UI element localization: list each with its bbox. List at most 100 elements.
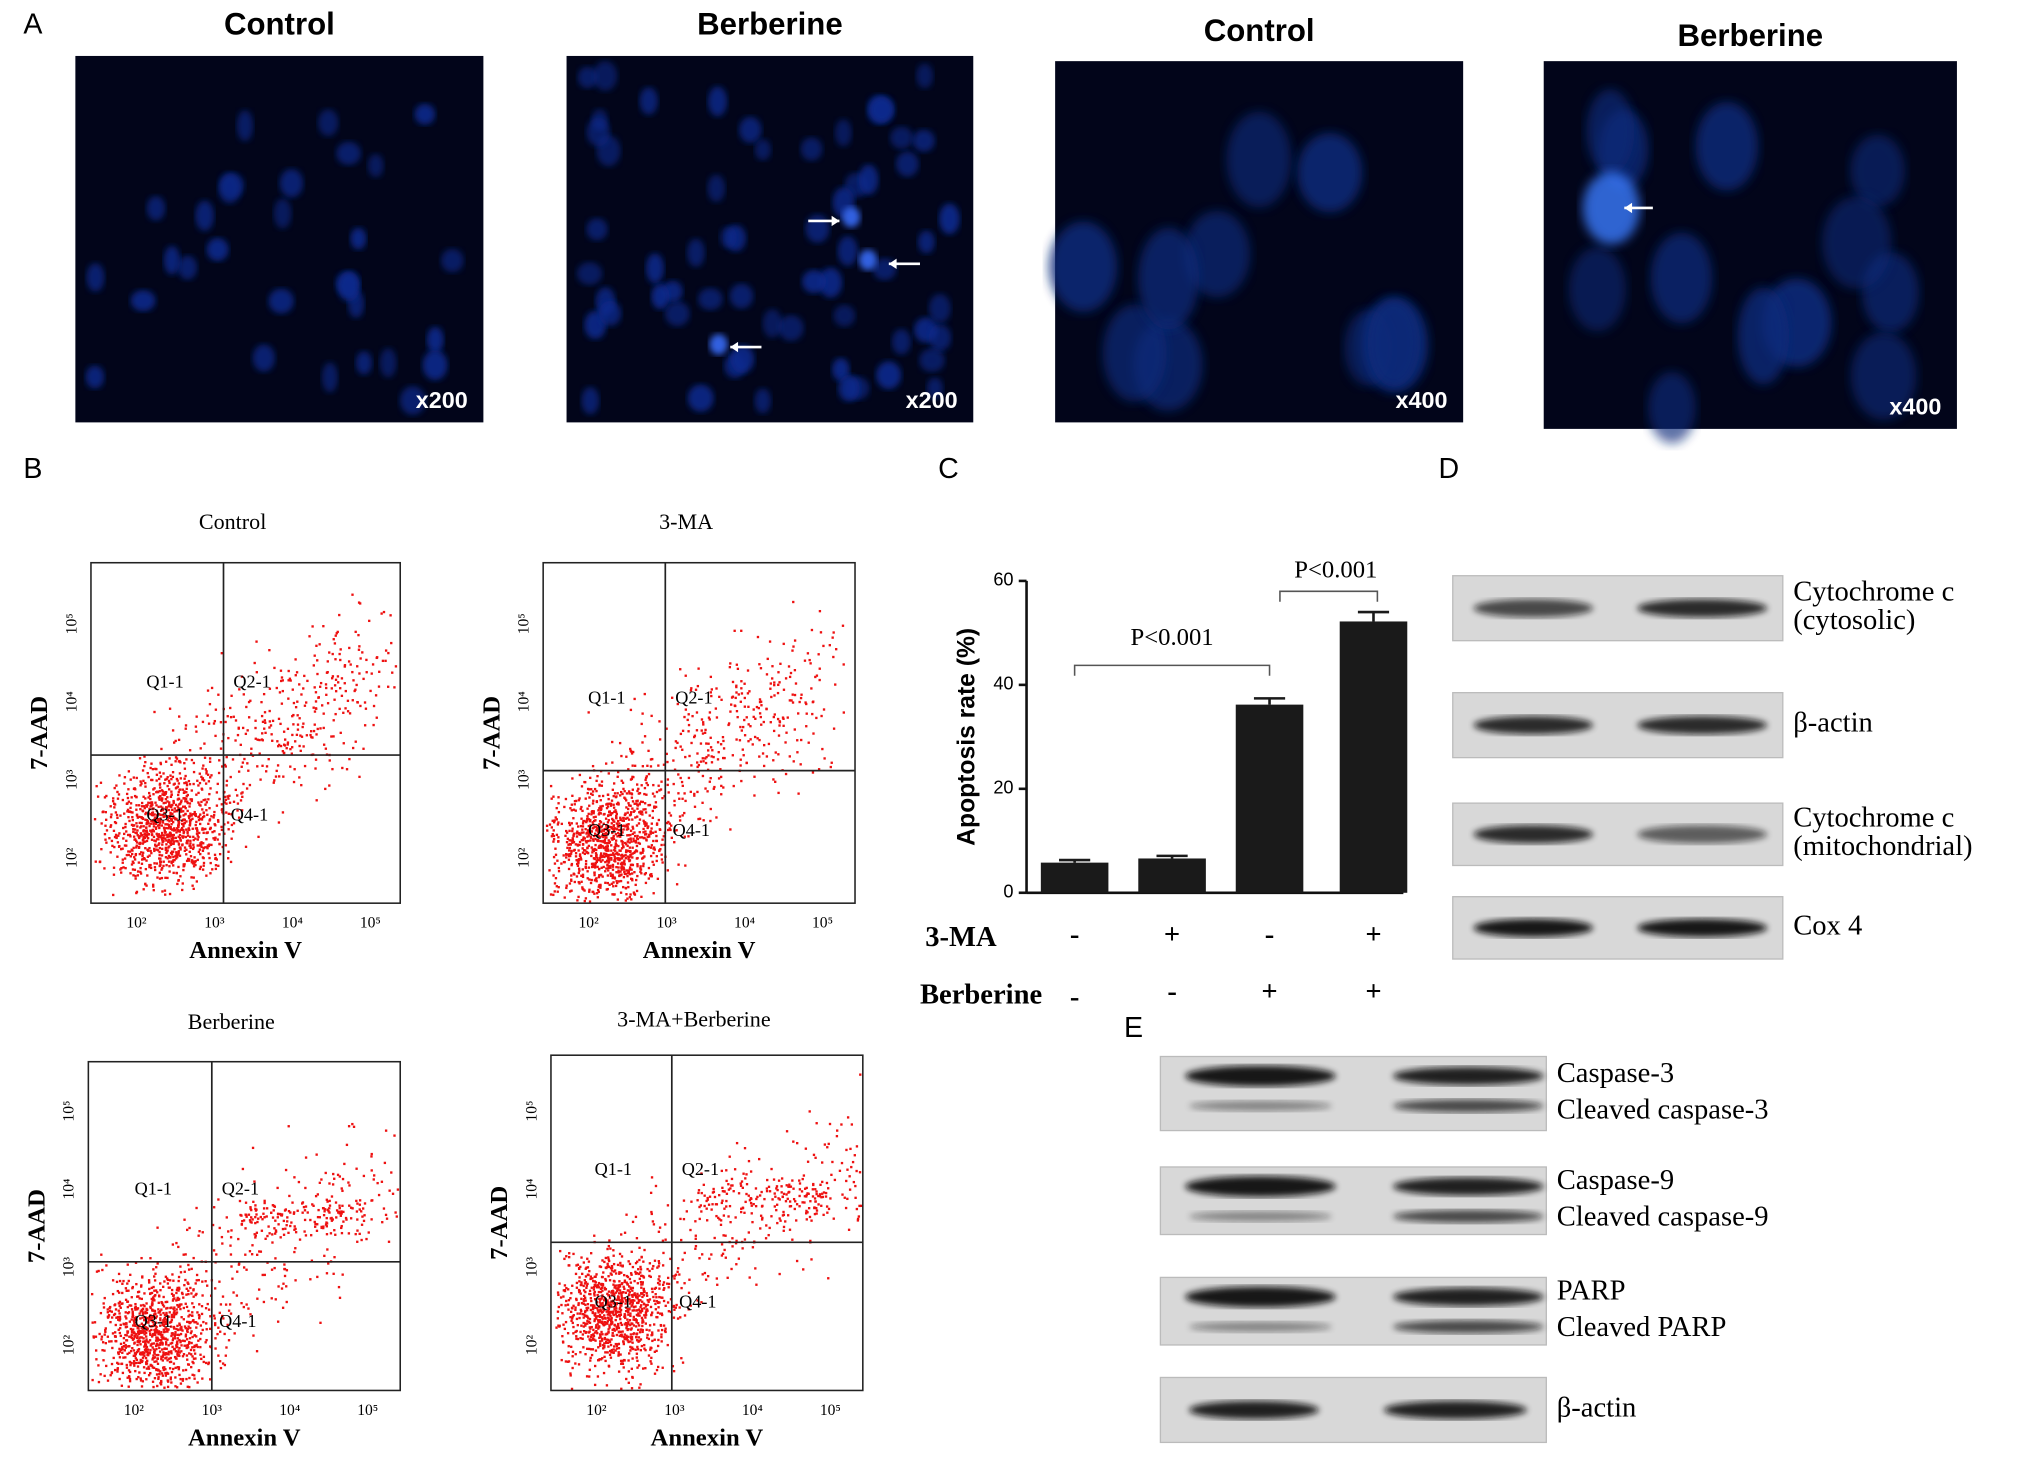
- event-dot: [192, 838, 195, 842]
- event-dot: [247, 1213, 251, 1216]
- event-dot: [101, 1349, 104, 1352]
- event-dot: [157, 1311, 160, 1314]
- event-dot: [593, 879, 597, 882]
- event-dot: [758, 663, 761, 666]
- event-dot: [722, 786, 725, 789]
- event-dot: [338, 1296, 342, 1299]
- event-dot: [255, 1208, 258, 1211]
- event-dot: [125, 830, 128, 833]
- event-dot: [117, 1272, 121, 1276]
- event-dot: [145, 1307, 148, 1311]
- event-dot: [585, 832, 588, 835]
- event-dot: [591, 1338, 594, 1341]
- event-dot: [189, 812, 192, 815]
- event-dot: [276, 740, 279, 743]
- event-dot: [758, 698, 762, 701]
- event-dot: [98, 860, 102, 863]
- event-dot: [309, 730, 313, 733]
- event-dot: [177, 1354, 180, 1357]
- event-dot: [661, 861, 664, 864]
- event-dot: [598, 825, 601, 829]
- event-dot: [662, 1288, 665, 1292]
- event-dot: [105, 1264, 108, 1267]
- event-dot: [218, 852, 222, 856]
- event-dot: [191, 1355, 194, 1358]
- event-dot: [275, 686, 278, 690]
- event-dot: [224, 720, 227, 724]
- event-dot: [605, 1332, 608, 1335]
- event-dot: [103, 867, 106, 870]
- event-dot: [598, 1265, 601, 1268]
- event-dot: [167, 846, 170, 849]
- event-dot: [140, 862, 144, 865]
- event-dot: [676, 1281, 679, 1284]
- event-dot: [166, 818, 169, 822]
- event-dot: [631, 1346, 634, 1349]
- event-dot: [224, 1303, 228, 1306]
- event-dot: [648, 1274, 651, 1278]
- event-dot: [266, 1234, 269, 1238]
- event-dot: [577, 871, 580, 875]
- event-dot: [148, 1352, 151, 1355]
- event-dot: [147, 1367, 151, 1370]
- event-dot: [242, 693, 245, 696]
- event-dot: [656, 877, 660, 880]
- event-dot: [599, 873, 603, 877]
- event-dot: [596, 865, 599, 869]
- event-dot: [289, 747, 292, 751]
- event-dot: [616, 898, 620, 901]
- event-dot: [571, 1366, 574, 1370]
- event-dot: [703, 731, 707, 734]
- event-dot: [170, 793, 173, 796]
- event-dot: [152, 830, 156, 833]
- nucleus: [586, 117, 610, 147]
- event-dot: [190, 1267, 193, 1271]
- event-dot: [636, 1297, 639, 1300]
- event-dot: [158, 795, 162, 798]
- event-dot: [139, 1360, 143, 1363]
- event-dot: [627, 802, 630, 805]
- event-dot: [170, 790, 173, 793]
- event-dot: [132, 830, 135, 833]
- event-dot: [134, 1261, 138, 1264]
- event-dot: [749, 738, 752, 741]
- event-dot: [609, 1247, 612, 1250]
- event-dot: [553, 862, 557, 865]
- event-dot: [279, 1236, 282, 1239]
- event-dot: [246, 729, 249, 732]
- event-dot: [282, 1219, 286, 1223]
- event-dot: [342, 1210, 345, 1214]
- event-dot: [598, 859, 601, 862]
- event-dot: [144, 812, 147, 816]
- event-dot: [660, 1328, 664, 1332]
- event-dot: [635, 837, 639, 840]
- event-dot: [168, 801, 171, 804]
- event-dot: [569, 1316, 572, 1319]
- event-dot: [631, 1289, 634, 1292]
- nucleus: [708, 86, 728, 117]
- event-dot: [601, 1296, 604, 1299]
- event-dot: [570, 1291, 573, 1295]
- event-dot: [127, 1385, 130, 1388]
- event-dot: [151, 1358, 154, 1361]
- event-dot: [650, 844, 654, 847]
- event-dot: [562, 1295, 565, 1298]
- event-dot: [719, 775, 723, 779]
- event-dot: [217, 693, 220, 696]
- event-dot: [600, 807, 603, 811]
- event-dot: [155, 826, 158, 829]
- event-dot: [283, 744, 287, 747]
- event-dot: [610, 844, 613, 847]
- event-dot: [121, 1291, 124, 1295]
- event-dot: [152, 1296, 155, 1299]
- event-dot: [782, 642, 785, 646]
- event-dot: [170, 1381, 173, 1384]
- event-dot: [772, 759, 775, 762]
- event-dot: [267, 757, 270, 761]
- event-dot: [151, 1380, 155, 1383]
- event-dot: [654, 1308, 658, 1311]
- event-dot: [660, 843, 663, 847]
- event-dot: [612, 794, 615, 798]
- event-dot: [131, 1338, 135, 1341]
- event-dot: [262, 1300, 266, 1304]
